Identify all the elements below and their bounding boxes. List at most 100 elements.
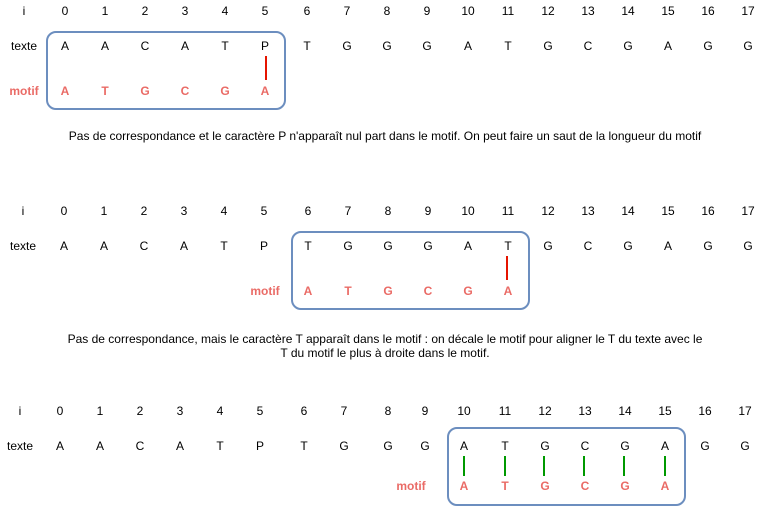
index-cell: 13 (581, 4, 595, 18)
text-label: texte (10, 39, 38, 53)
text-char: C (140, 39, 150, 53)
index-cell: 16 (698, 404, 712, 418)
index-cell: 5 (261, 4, 269, 18)
text-char: A (463, 39, 473, 53)
text-char: G (700, 439, 710, 453)
text-char: P (259, 239, 269, 253)
index-cell: 5 (256, 404, 264, 418)
match-line-5 (664, 456, 666, 476)
text-char: G (623, 239, 633, 253)
index-cell: 3 (180, 204, 188, 218)
text-label: texte (9, 239, 37, 253)
motif-char: G (620, 479, 630, 493)
index-cell: 4 (220, 204, 228, 218)
index-cell: 14 (621, 4, 635, 18)
text-char: A (663, 39, 673, 53)
index-cell: 15 (658, 404, 672, 418)
index-cell: 1 (101, 4, 109, 18)
match-line-2 (543, 456, 545, 476)
text-char: P (255, 439, 265, 453)
text-char: G (543, 39, 553, 53)
text-char: A (179, 239, 189, 253)
text-char: A (180, 39, 190, 53)
text-char: T (304, 239, 312, 253)
index-cell: 9 (424, 204, 432, 218)
index-cell: 11 (501, 4, 515, 18)
text-char: A (60, 39, 70, 53)
motif-char: G (220, 84, 230, 98)
motif-char: G (140, 84, 150, 98)
motif-window (46, 31, 286, 110)
index-cell: 7 (340, 404, 348, 418)
index-cell: 14 (621, 204, 635, 218)
motif-char: A (303, 284, 313, 298)
text-char: T (300, 439, 308, 453)
index-cell: 10 (461, 4, 475, 18)
motif-char: T (101, 84, 109, 98)
index-cell: 3 (181, 4, 189, 18)
index-cell: 3 (176, 404, 184, 418)
text-char: G (540, 439, 550, 453)
text-char: C (583, 39, 593, 53)
index-cell: 8 (383, 4, 391, 18)
step-2-caption-line2: T du motif le plus à droite dans le moti… (280, 346, 490, 360)
motif-char: C (580, 479, 590, 493)
text-char: G (743, 39, 753, 53)
motif-label: motif (250, 284, 280, 298)
text-char: A (59, 239, 69, 253)
index-cell: 9 (421, 404, 429, 418)
text-char: G (339, 439, 349, 453)
index-cell: 7 (343, 4, 351, 18)
index-cell: 10 (457, 404, 471, 418)
text-char: G (543, 239, 553, 253)
index-cell: 17 (741, 204, 755, 218)
step-2-caption: Pas de correspondance, mais le caractère… (67, 332, 703, 346)
text-char: G (703, 39, 713, 53)
text-char: G (623, 39, 633, 53)
index-label: i (18, 404, 22, 418)
text-label: texte (6, 439, 34, 453)
motif-char: T (501, 479, 509, 493)
motif-char: G (383, 284, 393, 298)
match-line-3 (583, 456, 585, 476)
index-cell: 13 (578, 404, 592, 418)
text-char: G (383, 239, 393, 253)
index-cell: 15 (661, 204, 675, 218)
text-char: C (135, 439, 145, 453)
text-char: G (342, 39, 352, 53)
text-char: A (55, 439, 65, 453)
motif-char: G (463, 284, 473, 298)
index-cell: 12 (538, 404, 552, 418)
text-char: A (100, 39, 110, 53)
motif-char: C (423, 284, 433, 298)
text-char: G (382, 39, 392, 53)
index-cell: 14 (618, 404, 632, 418)
text-char: C (139, 239, 149, 253)
text-char: A (663, 239, 673, 253)
text-char: T (303, 39, 311, 53)
index-cell: 9 (423, 4, 431, 18)
text-char: T (501, 439, 509, 453)
index-cell: 8 (384, 204, 392, 218)
index-cell: 15 (661, 4, 675, 18)
index-cell: 8 (384, 404, 392, 418)
index-cell: 5 (260, 204, 268, 218)
index-cell: 12 (541, 204, 555, 218)
motif-char: C (180, 84, 190, 98)
motif-char: A (60, 84, 70, 98)
text-char: G (343, 239, 353, 253)
index-cell: 16 (701, 204, 715, 218)
text-char: A (463, 239, 473, 253)
index-cell: 2 (140, 204, 148, 218)
text-char: G (620, 439, 630, 453)
text-char: C (580, 439, 590, 453)
text-char: G (423, 239, 433, 253)
index-cell: 1 (96, 404, 104, 418)
text-char: G (703, 239, 713, 253)
index-cell: 4 (216, 404, 224, 418)
text-char: T (504, 39, 512, 53)
index-cell: 0 (61, 4, 69, 18)
index-cell: 6 (303, 4, 311, 18)
index-cell: 11 (498, 404, 512, 418)
